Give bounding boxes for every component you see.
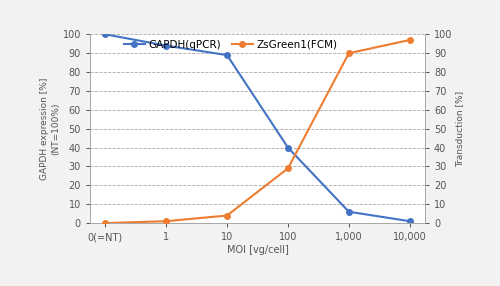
GAPDH(qPCR) (407, 219, 413, 223)
ZsGreen1(FCM) (346, 51, 352, 55)
Line: GAPDH(qPCR): GAPDH(qPCR) (102, 31, 412, 224)
Line: ZsGreen1(FCM): ZsGreen1(FCM) (102, 37, 412, 226)
ZsGreen1(FCM) (102, 221, 108, 225)
GAPDH(qPCR) (346, 210, 352, 213)
X-axis label: MOI [vg/cell]: MOI [vg/cell] (226, 245, 288, 255)
ZsGreen1(FCM) (163, 219, 169, 223)
GAPDH(qPCR) (163, 44, 169, 47)
ZsGreen1(FCM) (407, 38, 413, 42)
ZsGreen1(FCM) (224, 214, 230, 217)
Y-axis label: Transduction [%]: Transduction [%] (455, 91, 464, 167)
GAPDH(qPCR) (285, 146, 291, 149)
Legend: GAPDH(qPCR), ZsGreen1(FCM): GAPDH(qPCR), ZsGreen1(FCM) (124, 39, 338, 49)
Y-axis label: GAPDH expression [%]
(NT=100%): GAPDH expression [%] (NT=100%) (40, 78, 60, 180)
GAPDH(qPCR) (224, 53, 230, 57)
GAPDH(qPCR) (102, 33, 108, 36)
ZsGreen1(FCM) (285, 167, 291, 170)
